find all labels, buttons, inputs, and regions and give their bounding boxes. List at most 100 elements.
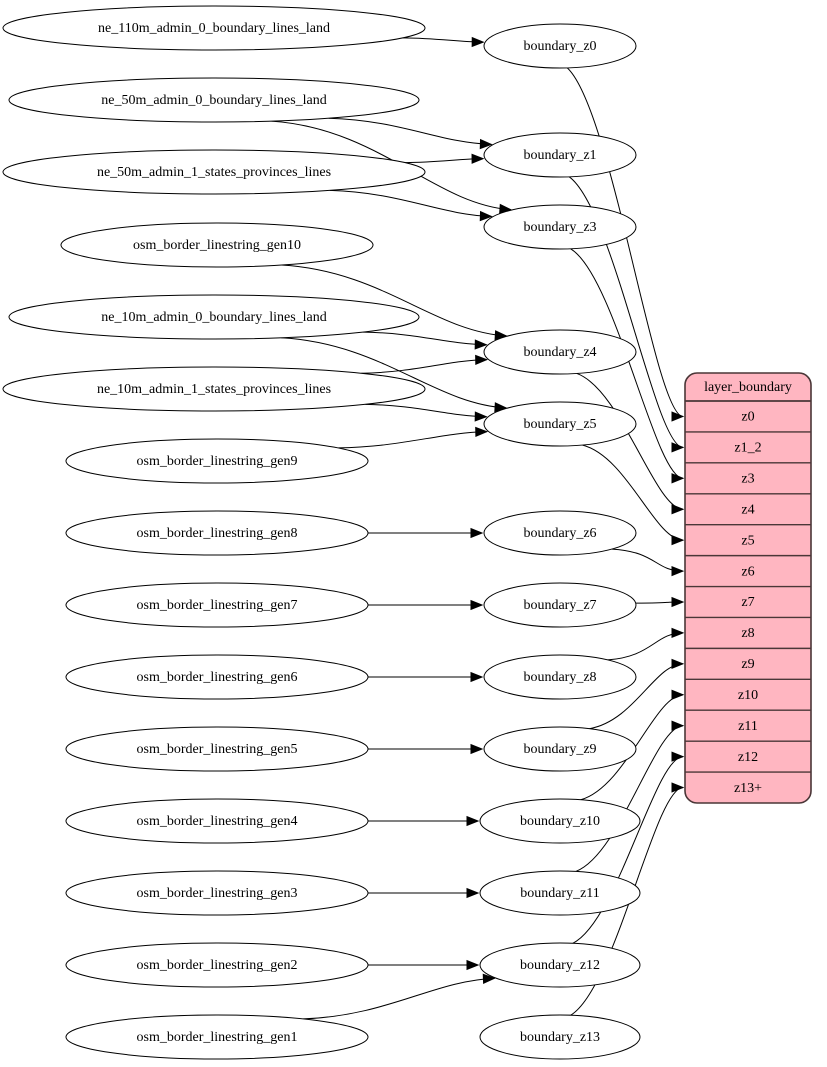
record-row-z13plus[interactable]: z13+ — [734, 781, 762, 796]
boundary-node-ellipse — [479, 1014, 641, 1060]
edge-30 — [572, 756, 684, 944]
node-boundary_z11[interactable]: boundary_z11 — [479, 870, 641, 916]
node-label: osm_border_linestring_gen6 — [137, 670, 298, 685]
edge-arrowhead — [671, 442, 685, 453]
edge-arrowhead — [471, 153, 485, 164]
node-label: osm_border_linestring_gen8 — [137, 526, 298, 541]
node-ne_50m_admin_0_boundary_lines_land[interactable]: ne_50m_admin_0_boundary_lines_land — [8, 77, 420, 123]
node-osm_border_linestring_gen8[interactable]: osm_border_linestring_gen8 — [65, 510, 369, 556]
edge-arrowhead — [671, 627, 685, 639]
node-label: boundary_z5 — [523, 417, 596, 432]
node-boundary_z4[interactable]: boundary_z4 — [483, 329, 637, 375]
source-node-ellipse — [65, 942, 369, 988]
edge-5 — [281, 264, 507, 337]
node-boundary_z5[interactable]: boundary_z5 — [483, 401, 637, 447]
source-node-ellipse — [65, 582, 369, 628]
edge-1 — [328, 117, 492, 145]
node-ne_110m_admin_0_boundary_lines_land[interactable]: ne_110m_admin_0_boundary_lines_land — [2, 5, 426, 51]
node-ne_10m_admin_0_boundary_lines_land[interactable]: ne_10m_admin_0_boundary_lines_land — [8, 294, 420, 340]
edge-arrowhead — [671, 596, 685, 608]
node-label: osm_border_linestring_gen10 — [133, 238, 301, 253]
node-osm_border_linestring_gen10[interactable]: osm_border_linestring_gen10 — [60, 222, 374, 268]
node-label: ne_50m_admin_0_boundary_lines_land — [101, 93, 327, 108]
node-osm_border_linestring_gen7[interactable]: osm_border_linestring_gen7 — [65, 582, 369, 628]
edge-arrowhead — [671, 504, 685, 515]
record-row-z5[interactable]: z5 — [741, 533, 754, 548]
record-node-layer-boundary[interactable] — [684, 372, 812, 804]
edge-arrowhead — [671, 535, 685, 546]
record-row-z4[interactable]: z4 — [741, 502, 754, 517]
node-label: boundary_z7 — [523, 598, 596, 613]
node-osm_border_linestring_gen6[interactable]: osm_border_linestring_gen6 — [65, 654, 369, 700]
source-node-ellipse — [2, 366, 426, 412]
source-node-ellipse — [65, 654, 369, 700]
edge-4 — [329, 189, 492, 217]
edge-7 — [281, 337, 507, 409]
record-row-z11[interactable]: z11 — [738, 719, 758, 734]
node-boundary_z10[interactable]: boundary_z10 — [479, 798, 641, 844]
record-row-z10[interactable]: z10 — [738, 688, 758, 703]
record-row-z7[interactable]: z7 — [741, 595, 754, 610]
edge-9 — [365, 403, 487, 418]
node-osm_border_linestring_gen5[interactable]: osm_border_linestring_gen5 — [65, 726, 369, 772]
edge-arrowhead — [479, 138, 493, 150]
edge-arrowhead — [671, 751, 685, 762]
node-boundary_z9[interactable]: boundary_z9 — [483, 726, 637, 772]
node-label: ne_50m_admin_1_states_provinces_lines — [97, 165, 331, 180]
node-boundary_z3[interactable]: boundary_z3 — [483, 204, 637, 250]
node-label: boundary_z11 — [520, 886, 600, 901]
record-row-z8[interactable]: z8 — [741, 626, 754, 641]
node-boundary_z0[interactable]: boundary_z0 — [483, 23, 637, 69]
edge-arrowhead — [471, 36, 485, 48]
node-label: boundary_z9 — [523, 742, 596, 757]
edge-arrowhead — [474, 411, 488, 422]
boundary-node-ellipse — [483, 23, 637, 69]
edge-arrowhead — [470, 671, 484, 683]
node-label: ne_110m_admin_0_boundary_lines_land — [98, 21, 330, 36]
record-row-z12[interactable]: z12 — [738, 750, 758, 765]
edge-arrowhead — [671, 658, 685, 669]
node-label: boundary_z12 — [520, 958, 600, 973]
edge-arrowhead — [475, 354, 489, 365]
node-boundary_z6[interactable]: boundary_z6 — [483, 510, 637, 556]
edge-21 — [570, 248, 684, 479]
record-row-z1_2[interactable]: z1_2 — [734, 441, 761, 456]
node-label: osm_border_linestring_gen2 — [137, 958, 298, 973]
record-row-z0[interactable]: z0 — [741, 410, 754, 425]
node-boundary_z12[interactable]: boundary_z12 — [479, 942, 641, 988]
edge-arrowhead — [466, 887, 480, 899]
boundary-node-ellipse — [483, 582, 637, 628]
record-row-z3[interactable]: z3 — [741, 472, 754, 487]
record-header-label: layer_boundary — [704, 380, 792, 395]
boundary-node-ellipse — [479, 798, 641, 844]
node-label: boundary_z3 — [523, 220, 596, 235]
node-osm_border_linestring_gen9[interactable]: osm_border_linestring_gen9 — [65, 438, 369, 484]
boundary-node-ellipse — [483, 726, 637, 772]
boundary-node-ellipse — [483, 510, 637, 556]
node-osm_border_linestring_gen2[interactable]: osm_border_linestring_gen2 — [65, 942, 369, 988]
node-osm_border_linestring_gen4[interactable]: osm_border_linestring_gen4 — [65, 798, 369, 844]
source-node-ellipse — [2, 5, 426, 51]
edge-arrowhead — [671, 565, 685, 577]
node-ne_10m_admin_1_states_provinces_lines[interactable]: ne_10m_admin_1_states_provinces_lines — [2, 366, 426, 412]
node-ne_50m_admin_1_states_provinces_lines[interactable]: ne_50m_admin_1_states_provinces_lines — [2, 149, 426, 195]
node-osm_border_linestring_gen1[interactable]: osm_border_linestring_gen1 — [65, 1014, 369, 1060]
node-label: osm_border_linestring_gen7 — [137, 598, 298, 613]
source-node-ellipse — [65, 726, 369, 772]
record-row-z6[interactable]: z6 — [741, 564, 754, 579]
record-row-z9[interactable]: z9 — [741, 657, 754, 672]
node-osm_border_linestring_gen3[interactable]: osm_border_linestring_gen3 — [65, 870, 369, 916]
edge-arrowhead — [671, 782, 685, 793]
node-boundary_z7[interactable]: boundary_z7 — [483, 582, 637, 628]
node-label: boundary_z10 — [520, 814, 600, 829]
edge-0 — [402, 37, 484, 43]
node-label: ne_10m_admin_0_boundary_lines_land — [101, 310, 327, 325]
edge-3 — [404, 158, 484, 164]
node-boundary_z8[interactable]: boundary_z8 — [483, 654, 637, 700]
node-boundary_z13[interactable]: boundary_z13 — [479, 1014, 641, 1060]
node-boundary_z1[interactable]: boundary_z1 — [483, 132, 637, 178]
source-node-ellipse — [65, 870, 369, 916]
node-label: boundary_z0 — [523, 39, 596, 54]
source-node-ellipse — [8, 294, 420, 340]
